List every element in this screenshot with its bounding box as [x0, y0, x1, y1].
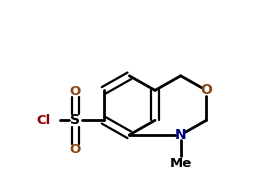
Text: N: N: [175, 128, 186, 142]
Text: Cl: Cl: [36, 114, 51, 127]
Text: Me: Me: [169, 157, 192, 170]
Text: O: O: [200, 83, 212, 97]
Text: O: O: [70, 85, 81, 98]
Text: O: O: [70, 143, 81, 156]
Text: S: S: [70, 113, 80, 127]
